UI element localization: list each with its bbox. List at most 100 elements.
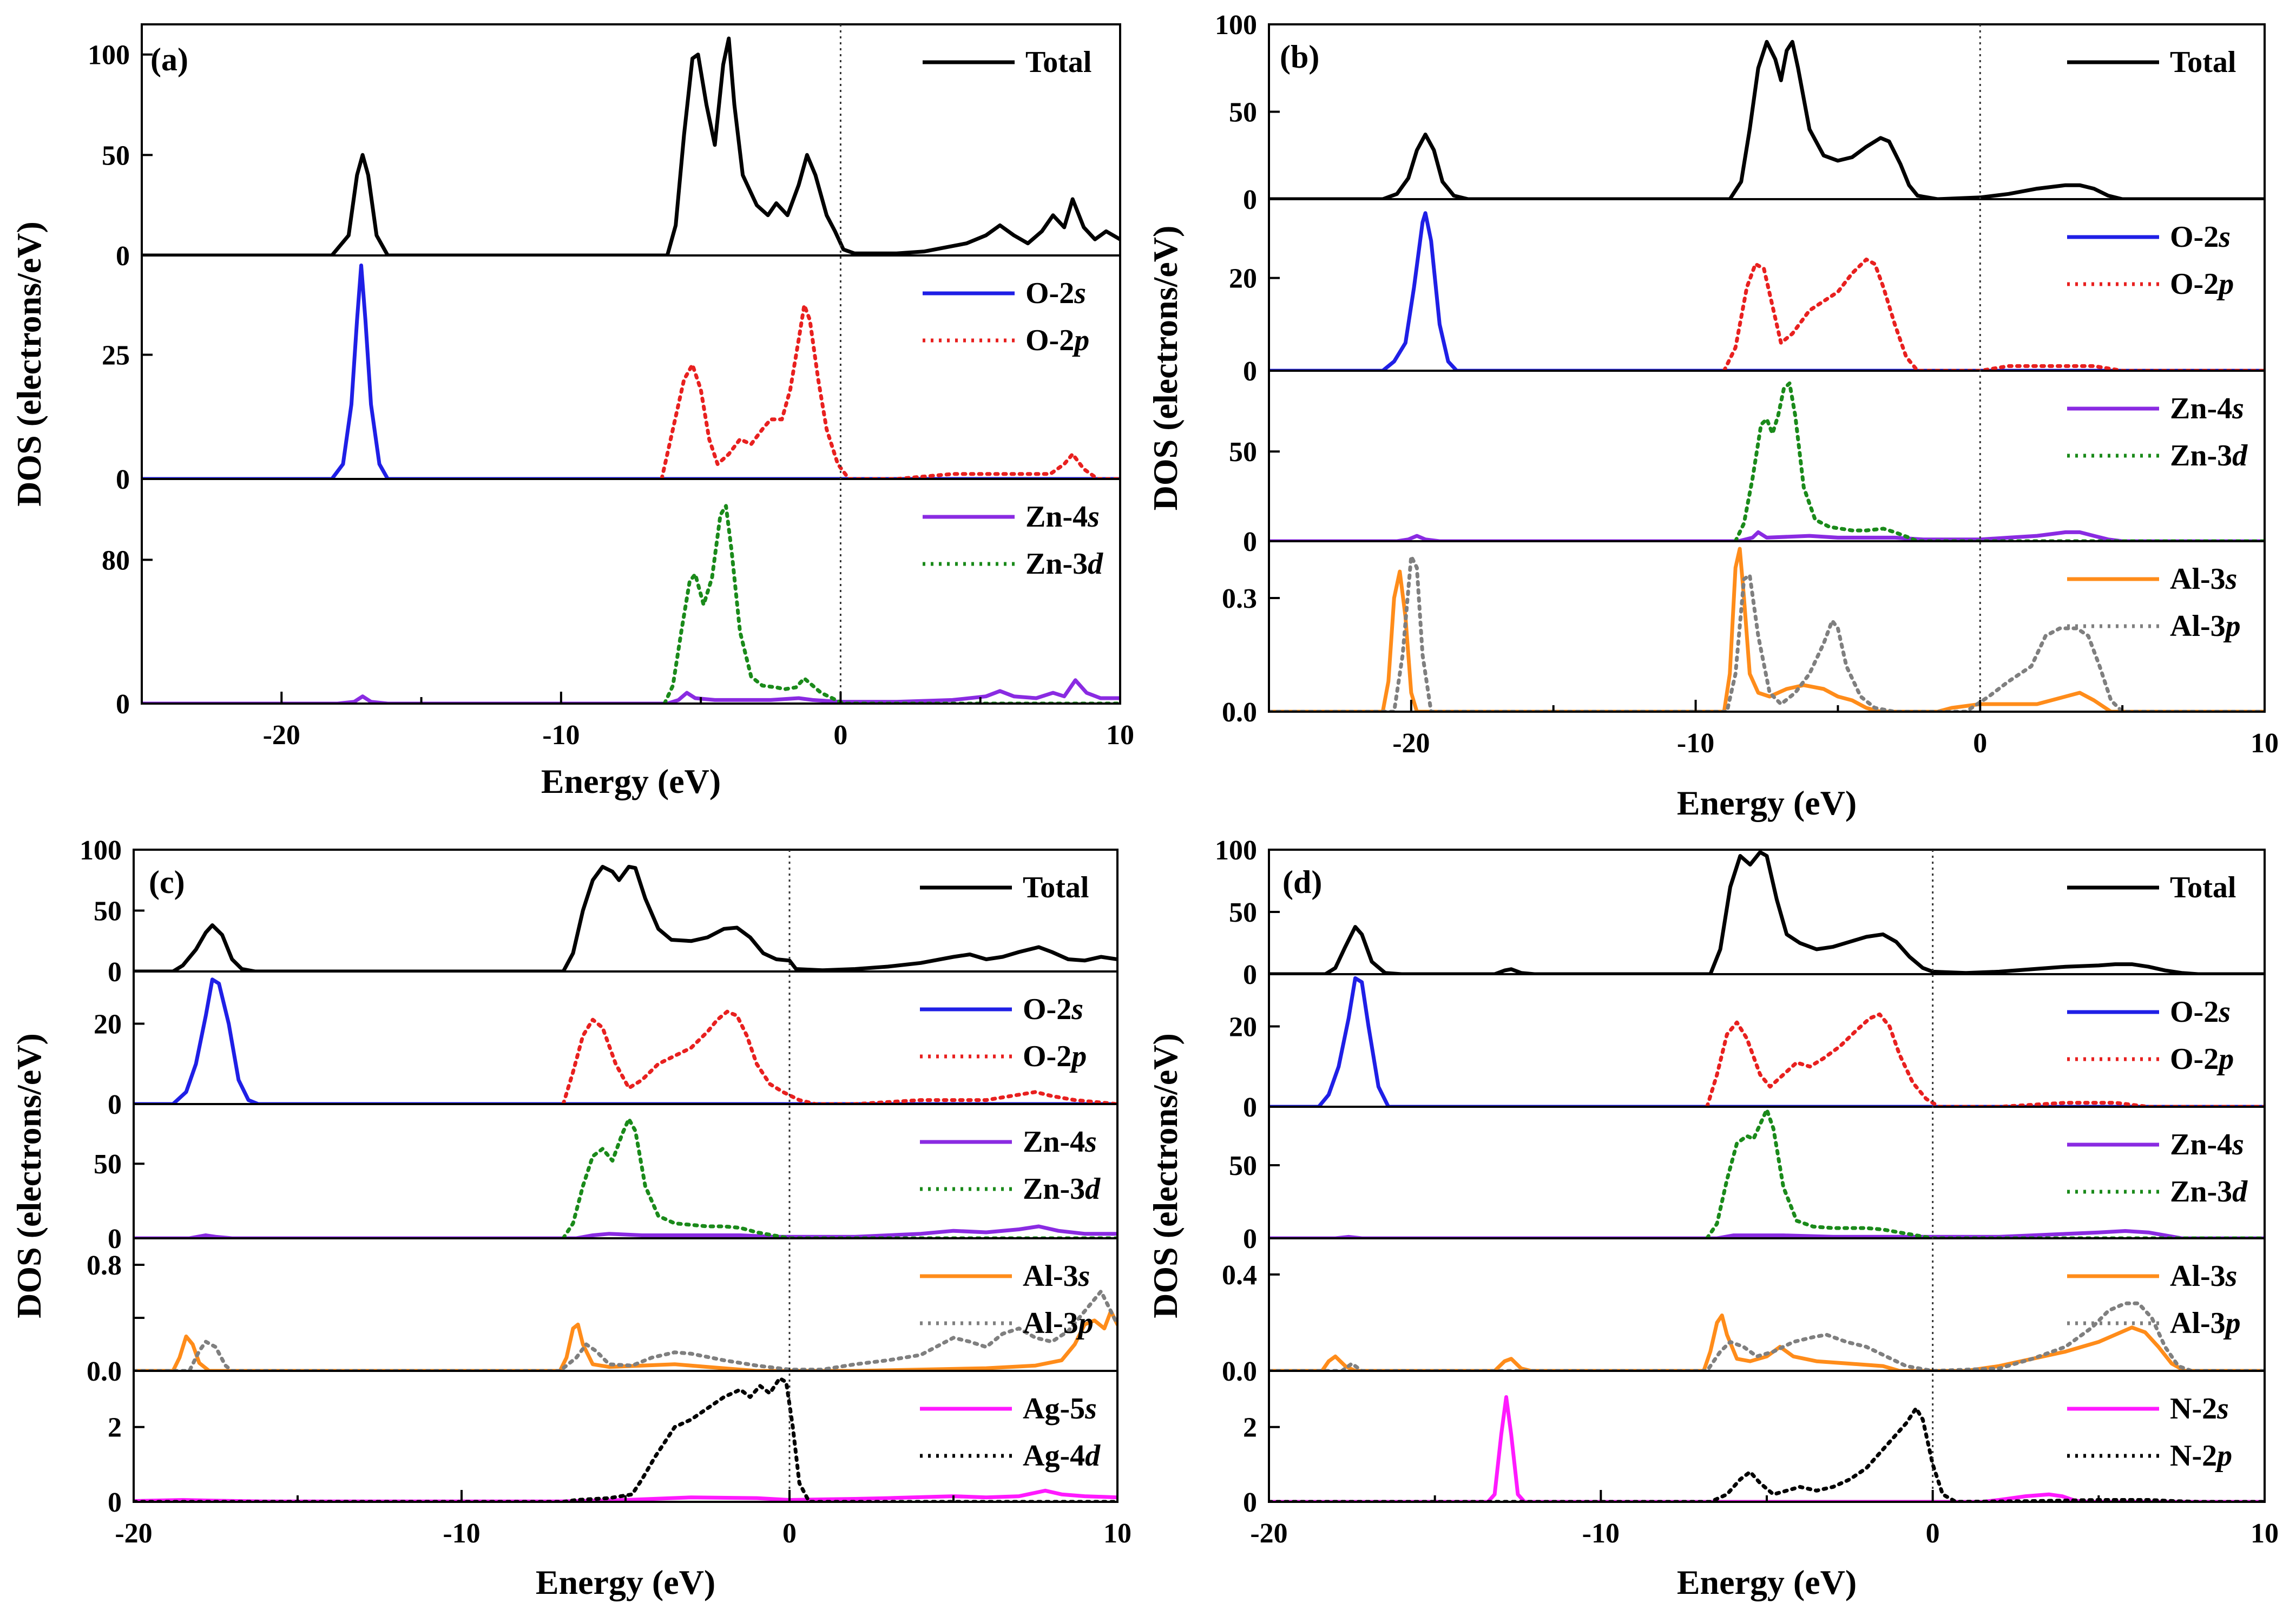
panel-a-row-2-ytick-label: 0 [116, 464, 130, 495]
legend-italic-suffix: s [2225, 562, 2238, 596]
legend-italic-suffix: s [1087, 500, 1100, 534]
panel-a-row-1-ytick-label: 50 [102, 140, 130, 171]
panel-b-xtick-label: -10 [1677, 728, 1714, 759]
panel-c-legend-ag-5s-label: Ag-5s [1023, 1392, 1097, 1426]
panel-c-x-axis-title: Energy (eV) [536, 1563, 715, 1601]
panel-b-xtick-label: -20 [1392, 728, 1430, 759]
panel-d-row-2-frame [1268, 973, 2266, 1108]
panel-c-row-5-frame [133, 1370, 1119, 1503]
legend-italic-suffix: p [2216, 267, 2234, 301]
panel-b-row-3-ytick-label: 0 [1243, 527, 1257, 557]
panel-d-o-2p-curve [1705, 1012, 2265, 1107]
legend-italic-suffix: s [2232, 392, 2244, 425]
panel-d-row-1-ytick-label: 100 [1215, 835, 1257, 866]
panel-c-o-2p-curve [561, 1009, 1117, 1104]
panel-d-n-2p-curve [1269, 1406, 2265, 1502]
panel-d-y-axis-title: DOS (electrons/eV) [1146, 1033, 1185, 1318]
legend-italic-suffix: p [2223, 1306, 2241, 1340]
legend-italic-suffix: s [2218, 220, 2231, 254]
panel-d-xtick-label: -20 [1250, 1518, 1287, 1549]
panel-b-xtick-label: 10 [2251, 728, 2279, 759]
panel-c-row-5: 0 2 Ag-5s Ag-4d [108, 1370, 1119, 1518]
legend-italic-suffix: p [1072, 324, 1089, 357]
panel-d-al-3p-curve [1269, 1301, 2265, 1371]
panel-d-legend-n-2p-label: N-2p [2170, 1439, 2232, 1473]
panel-b-al-3s-curve [1269, 547, 2265, 712]
panel-b-row-3: 0 50 Zn-4s Zn-3d [1229, 370, 2266, 557]
panel-d-legend-zn-3d-label: Zn-3d [2170, 1175, 2248, 1209]
panel-a-legend-o-2s-label: O-2s [1025, 277, 1086, 310]
panel-d-row-4-ytick-label: 0.0 [1222, 1356, 1257, 1387]
panel-d-row-4: 0.0 0.4 Al-3s Al-3p [1222, 1237, 2266, 1387]
panel-b-row-2-ytick-label: 0 [1243, 356, 1257, 387]
legend-italic-suffix: s [2218, 995, 2231, 1029]
panel-a-legend-o-2p-label: O-2p [1025, 324, 1089, 357]
legend-italic-suffix: s [1084, 1125, 1097, 1159]
panel-c-row-4-frame [133, 1237, 1119, 1372]
panel-d-row-4-ytick-label: 0.4 [1222, 1260, 1257, 1291]
panel-a-row-1-frame [141, 23, 1121, 257]
panel-b-row-4: 0.0 0.3 Al-3s Al-3p [1222, 540, 2266, 728]
panel-c-zn-3d-curve [561, 1117, 1117, 1238]
panel-c-row-3-ytick-label: 0 [108, 1224, 122, 1255]
legend-italic-suffix: s [2216, 1392, 2229, 1426]
panel-b-row-2-ytick-label: 20 [1229, 264, 1257, 294]
panel-d-row-3-ytick-label: 50 [1229, 1151, 1257, 1181]
panel-c-ag-4d-curve [134, 1376, 1117, 1502]
panel-c-xtick-label: 0 [782, 1518, 797, 1549]
panel-d-xtick-label: 0 [1926, 1518, 1940, 1549]
panel-d-row-2-ytick-label: 0 [1243, 1092, 1257, 1123]
panel-c-legend-zn-4s-label: Zn-4s [1023, 1125, 1097, 1159]
panel-c-legend-o-2p-label: O-2p [1023, 1040, 1087, 1073]
panel-b-row-1-frame [1268, 23, 2266, 200]
panel-b-row-1-ytick-label: 0 [1243, 185, 1257, 215]
panel-d-row-1: 0 50 100 Total [1215, 835, 2266, 990]
panel-d-legend-al-3p-label: Al-3p [2170, 1306, 2241, 1340]
panel-a-tag: (a) [150, 42, 188, 77]
panel-b-y-axis-title: DOS (electrons/eV) [1146, 226, 1185, 511]
legend-italic-suffix: s [2225, 1259, 2238, 1293]
panel-a-o-2p-curve [660, 303, 1120, 479]
panel-d-legend-o-2p-label: O-2p [2170, 1042, 2234, 1076]
panel-c-legend-zn-3d-label: Zn-3d [1023, 1172, 1101, 1206]
panel-b-zn-3d-curve [1733, 381, 2265, 541]
panel-b-row-1-ytick-label: 50 [1229, 97, 1257, 128]
panel-d-row-1-ytick-label: 0 [1243, 960, 1257, 990]
panel-b-x-axis-title: Energy (eV) [1677, 784, 1857, 822]
panel-b-legend-al-3s-label: Al-3s [2170, 562, 2237, 596]
panel-b-row-3-ytick-label: 50 [1229, 437, 1257, 468]
panel-a-row-2-ytick-label: 25 [102, 340, 130, 371]
panel-d-legend-n-2s-label: N-2s [2170, 1392, 2229, 1426]
panel-c-row-5-ytick-label: 0 [108, 1487, 122, 1518]
panel-c-al-3s-curve [134, 1309, 1117, 1371]
panel-c-row-3-ytick-label: 50 [94, 1149, 122, 1180]
panel-d-legend-al-3s-label: Al-3s [2170, 1259, 2237, 1293]
panel-c-row-4-ytick-label: 0.0 [87, 1356, 122, 1387]
panel-b-o-2p-curve [1722, 257, 2265, 371]
panel-d-legend-zn-4s-label: Zn-4s [2170, 1128, 2244, 1161]
panel-a-legend-total-label: Total [1025, 45, 1091, 79]
panel-b: 050100Total020O-2sO-2p050Zn-4sZn-3d0.00.… [1146, 10, 2279, 822]
panel-b-row-3-frame [1268, 370, 2266, 542]
panel-d-row-3: 0 50 Zn-4s Zn-3d [1229, 1106, 2266, 1255]
panel-a-o-2s-curve [142, 263, 1120, 479]
legend-italic-suffix: s [2232, 1128, 2244, 1161]
panel-d-row-2: 0 20 O-2s O-2p [1229, 973, 2266, 1123]
panel-c-row-1-ytick-label: 100 [80, 835, 122, 866]
panel-c-legend-total-label: Total [1023, 871, 1089, 904]
panel-d-o-2s-curve [1269, 976, 2265, 1107]
panel-d-al-3s-curve [1269, 1314, 2265, 1371]
panel-a-row-1: 0 50 100 Total [88, 23, 1121, 272]
panel-d-row-5: 0 2 N-2s N-2p [1243, 1370, 2266, 1518]
panel-a-legend-zn-4s-label: Zn-4s [1025, 500, 1100, 534]
panel-d-total-curve [1269, 850, 2265, 974]
panel-a-row-1-ytick-label: 100 [88, 40, 130, 71]
panel-a-row-2: 0 25 O-2s O-2p [102, 254, 1121, 495]
panel-b-legend-o-2p-label: O-2p [2170, 267, 2234, 301]
panel-a-row-3-ytick-label: 0 [116, 689, 130, 720]
panel-c-row-2-ytick-label: 20 [94, 1009, 122, 1040]
panel-d-x-axis-title: Energy (eV) [1677, 1563, 1857, 1601]
panel-d-legend-o-2s-label: O-2s [2170, 995, 2231, 1029]
panel-a-xtick-label: 0 [833, 720, 847, 751]
